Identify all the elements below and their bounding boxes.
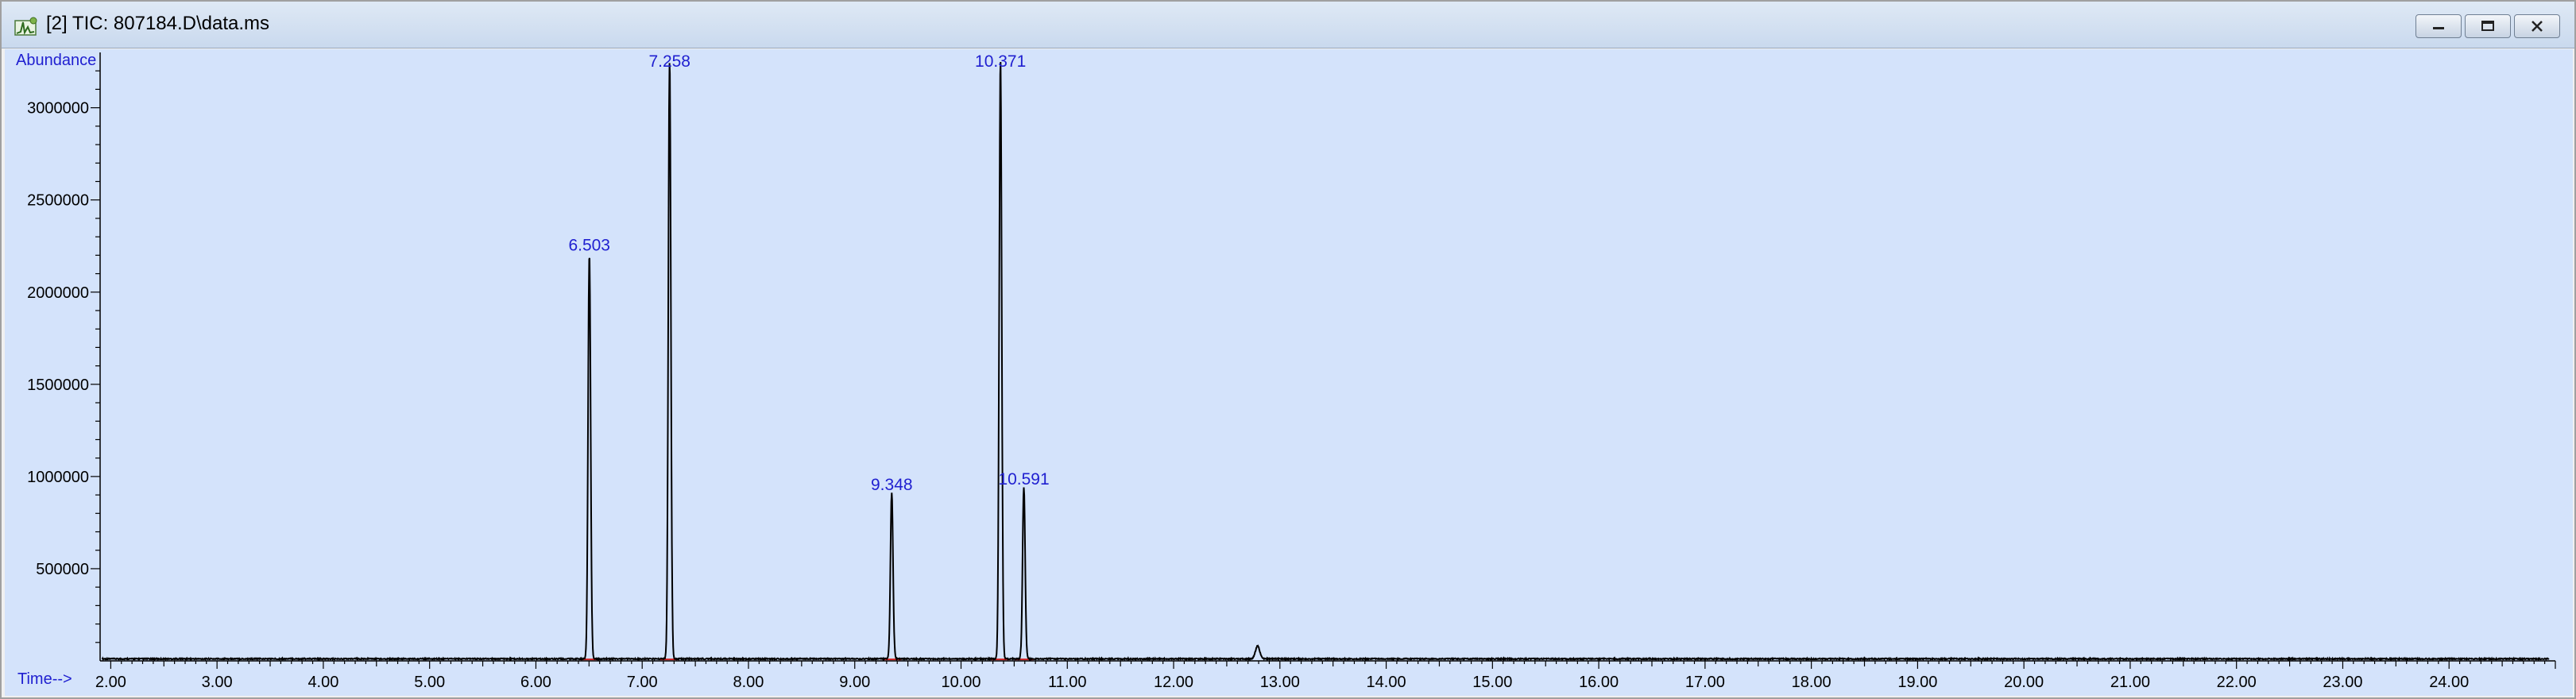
x-tick-label: 22.00 xyxy=(2217,674,2257,691)
x-tick-label: 4.00 xyxy=(307,674,338,691)
close-icon xyxy=(2532,21,2543,32)
x-tick-label: 20.00 xyxy=(2004,674,2044,691)
x-tick-label: 14.00 xyxy=(1367,674,1406,691)
close-button[interactable] xyxy=(2514,14,2560,38)
chromatogram-app-icon xyxy=(14,17,37,36)
tic-trace-line xyxy=(101,61,2550,662)
x-axis-ticks: 2.00 3.00 4.00 5.00 6.00 7.00 8.00 9.00 10.00 11.… xyxy=(95,661,2556,691)
y-tick-label: 500000 xyxy=(36,561,89,578)
y-tick-label: 2000000 xyxy=(27,284,89,302)
x-tick-label: 16.00 xyxy=(1579,674,1619,691)
x-tick-label: 9.00 xyxy=(839,674,870,691)
x-tick-label: 12.00 xyxy=(1154,674,1193,691)
restore-icon xyxy=(2481,21,2494,31)
x-tick-label: 2.00 xyxy=(95,674,126,691)
peak-label: 7.258 xyxy=(648,52,690,71)
x-tick-label: 11.00 xyxy=(1048,674,1087,691)
x-tick-label: 17.00 xyxy=(1685,674,1725,691)
chromatogram-chart: Abundance Time--> 500000 1000000 1500000 20… xyxy=(5,49,2573,696)
x-tick-label: 21.00 xyxy=(2110,674,2150,691)
peak-labels: 6.503 7.258 9.348 10.371 10.591 xyxy=(568,52,1049,494)
x-tick-label: 18.00 xyxy=(1792,674,1831,691)
x-tick-label: 23.00 xyxy=(2323,674,2362,691)
window-title: [2] TIC: 807184.D\data.ms xyxy=(46,13,270,34)
x-tick-label: 19.00 xyxy=(1897,674,1937,691)
x-tick-label: 10.00 xyxy=(941,674,981,691)
x-tick-label: 3.00 xyxy=(202,674,233,691)
y-tick-label: 3000000 xyxy=(27,100,89,118)
x-axis-title: Time--> xyxy=(17,670,72,688)
x-tick-label: 7.00 xyxy=(627,674,658,691)
x-tick-label: 24.00 xyxy=(2429,674,2469,691)
restore-button[interactable] xyxy=(2465,14,2511,38)
y-tick-label: 1500000 xyxy=(27,377,89,394)
y-tick-label: 1000000 xyxy=(27,469,89,486)
peak-label: 6.503 xyxy=(568,236,610,254)
peak-label: 10.591 xyxy=(998,470,1049,489)
x-tick-label: 15.00 xyxy=(1472,674,1512,691)
x-tick-label: 5.00 xyxy=(414,674,445,691)
peak-label: 9.348 xyxy=(871,476,913,494)
y-axis-ticks: 500000 1000000 1500000 2000000 2500000 300000… xyxy=(27,70,100,643)
plot-area-background xyxy=(5,49,2573,696)
x-tick-label: 6.00 xyxy=(520,674,551,691)
minimize-icon xyxy=(2433,27,2444,29)
minimize-button[interactable] xyxy=(2415,14,2462,38)
title-bar[interactable]: [2] TIC: 807184.D\data.ms xyxy=(2,2,2574,48)
x-tick-label: 13.00 xyxy=(1260,674,1300,691)
peak-label: 10.371 xyxy=(975,52,1026,71)
y-tick-label: 2500000 xyxy=(27,192,89,210)
x-tick-label: 8.00 xyxy=(733,674,764,691)
y-axis-title: Abundance xyxy=(16,52,96,69)
